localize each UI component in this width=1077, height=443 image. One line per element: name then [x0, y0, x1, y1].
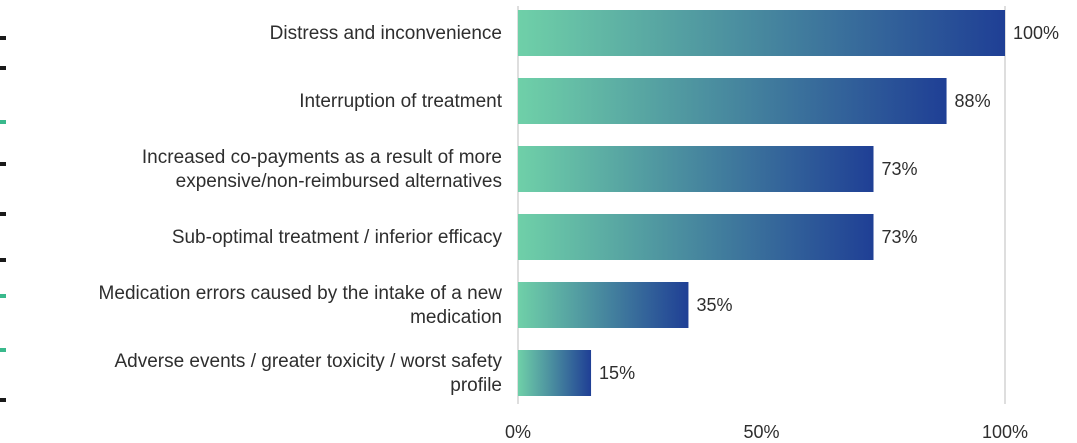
x-tick-label: 50% [743, 422, 779, 442]
bar [518, 350, 592, 396]
bar [518, 146, 874, 192]
value-label: 35% [696, 295, 732, 315]
left-edge-mark [0, 120, 6, 124]
bar [518, 214, 874, 260]
left-edge-mark [0, 258, 6, 262]
category-label: Sub-optimal treatment / inferior efficac… [172, 227, 503, 248]
value-label: 15% [599, 363, 635, 383]
bar [518, 10, 1005, 56]
left-edge-mark [0, 398, 6, 402]
category-label: Interruption of treatment [299, 91, 502, 112]
category-label: Adverse events / greater toxicity / wors… [114, 351, 502, 396]
left-edge-mark [0, 294, 6, 298]
left-edge-mark [0, 66, 6, 70]
left-edge-mark [0, 36, 6, 40]
x-axis-ticks: 0% 50% 100% [505, 422, 1028, 442]
left-edge-mark [0, 348, 6, 352]
left-edge-mark [0, 212, 6, 216]
category-label: Distress and inconvenience [270, 23, 502, 44]
category-label: Increased co-payments as a result of mor… [142, 147, 502, 192]
bars [518, 10, 1005, 396]
bar [518, 282, 689, 328]
x-tick-label: 0% [505, 422, 531, 442]
grid-lines [517, 6, 1006, 404]
category-labels: Distress and inconvenience Interruption o… [99, 23, 503, 396]
value-label: 100% [1013, 23, 1059, 43]
category-label: Medication errors caused by the intake o… [99, 283, 503, 328]
value-label: 73% [882, 159, 918, 179]
bar [518, 78, 947, 124]
value-label: 73% [882, 227, 918, 247]
left-edge-mark [0, 162, 6, 166]
value-labels: 100% 88% 73% 73% 35% 15% [599, 23, 1059, 383]
x-tick-label: 100% [982, 422, 1028, 442]
value-label: 88% [955, 91, 991, 111]
